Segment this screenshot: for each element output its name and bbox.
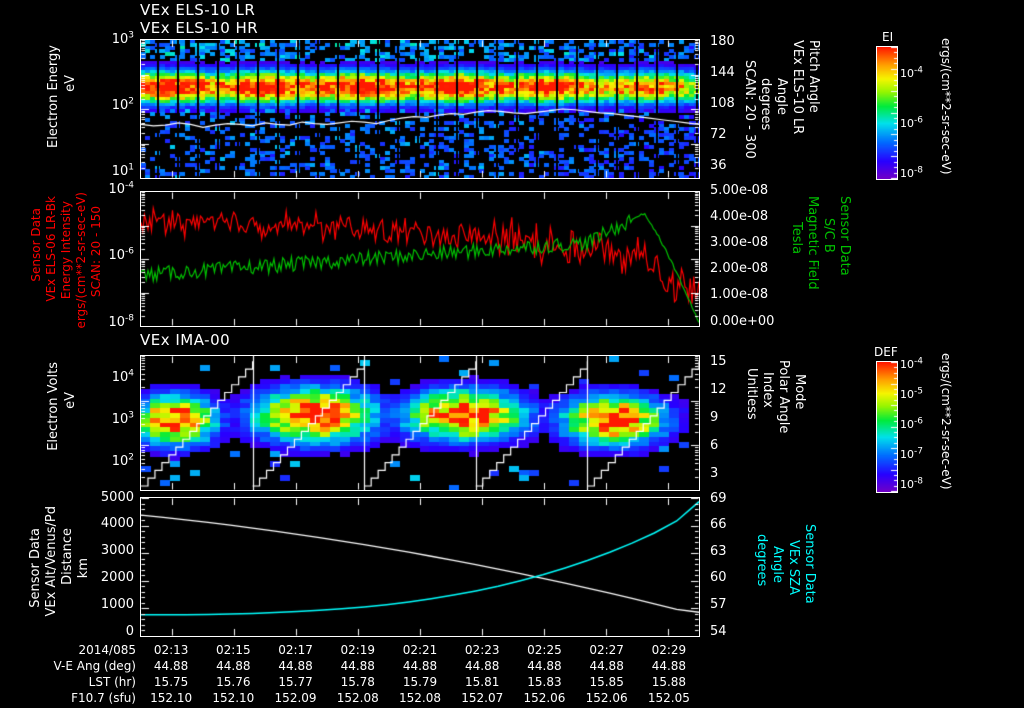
axis-tick-label: 10-8 — [108, 313, 134, 330]
colorbar2-title: DEF — [874, 345, 898, 359]
time-table-cell: 152.06 — [585, 691, 628, 705]
panel-altitude-sza[interactable] — [140, 497, 700, 637]
axis-tick-label: 103 — [111, 410, 134, 427]
time-table-cell: 152.05 — [647, 691, 690, 705]
time-table-cell: 02:19 — [340, 643, 376, 657]
panel1-title-hr: VEx ELS-10 HR — [140, 19, 259, 37]
time-table-cell: 15.76 — [216, 675, 251, 689]
time-table-cell: 152.10 — [212, 691, 255, 705]
panel-energy-magfield[interactable] — [140, 191, 700, 327]
time-table-row-label: F10.7 (sfu) — [71, 691, 136, 705]
time-table-cell: 02:27 — [589, 643, 624, 657]
axis-tick-label: 180 — [710, 33, 735, 49]
axis-tick-label: 72 — [710, 126, 727, 142]
time-table-cell: 02:25 — [527, 643, 562, 657]
axis-tick-label: 57 — [710, 596, 727, 612]
time-table-cell: 15.85 — [589, 675, 624, 689]
axis-tick-label: 36 — [710, 157, 727, 173]
time-table-cell: 152.08 — [336, 691, 379, 705]
time-table-cell: 44.88 — [589, 659, 624, 673]
axis-tick-label: 69 — [710, 490, 727, 506]
axis-tick-label: 10-6 — [108, 246, 134, 263]
time-table-cell: 44.88 — [340, 659, 375, 673]
axis-tick-label: 10-6 — [900, 415, 923, 431]
time-table-cell: 02:13 — [153, 643, 189, 657]
axis-tick-label: 1000 — [100, 596, 134, 612]
axis-tick-label: 101 — [111, 162, 134, 179]
axis-tick-label: 9 — [710, 409, 719, 425]
panel3-title: VEx IMA-00 — [140, 331, 231, 349]
axis-tick-label: 10-7 — [900, 445, 923, 461]
axis-tick-label: 10-8 — [900, 475, 923, 491]
time-table-cell: 44.88 — [651, 659, 687, 673]
time-table-cell: 15.88 — [651, 675, 687, 689]
panel-els-spectrogram[interactable] — [140, 39, 700, 179]
axis-tick-label: 6 — [710, 437, 719, 453]
time-table-cell: 15.77 — [278, 675, 313, 689]
axis-tick-label: 10-6 — [900, 114, 923, 130]
axis-tick-label: 3.00e-08 — [710, 234, 769, 250]
axis-tick-label: 2.00e-08 — [710, 261, 769, 277]
axis-tick-label: 103 — [111, 30, 134, 47]
axis-tick-label: 5.00e-08 — [710, 182, 769, 198]
axis-tick-label: 5000 — [100, 489, 134, 505]
axis-tick-label: 3000 — [100, 543, 134, 559]
colorbar2 — [876, 361, 898, 493]
axis-tick-label: 63 — [710, 543, 727, 559]
axis-tick-label: 12 — [710, 381, 727, 397]
axis-tick-label: 144 — [710, 64, 735, 80]
axis-tick-label: 3 — [710, 465, 719, 481]
time-table-cell: 44.88 — [465, 659, 500, 673]
time-table-row-label: LST (hr) — [88, 675, 136, 689]
time-table-cell: 02:15 — [216, 643, 251, 657]
time-table-cell: 152.06 — [523, 691, 566, 705]
time-table-cell: 152.07 — [461, 691, 504, 705]
axis-tick-label: 108 — [710, 95, 735, 111]
axis-tick-label: 4.00e-08 — [710, 208, 769, 224]
axis-tick-label: 102 — [111, 96, 134, 113]
time-table-cell: 152.09 — [274, 691, 317, 705]
axis-tick-label: 10-4 — [900, 64, 923, 80]
time-table-cell: 15.79 — [402, 675, 438, 689]
axis-tick-label: 60 — [710, 570, 727, 586]
time-table-cell: 44.88 — [402, 659, 438, 673]
axis-tick-label: 4000 — [100, 516, 134, 532]
time-table: 2014/085 V-E Ang (deg) LST (hr) F10.7 (sfu)… — [0, 640, 1024, 708]
axis-tick-label: 66 — [710, 517, 727, 533]
time-table-cell: 02:29 — [651, 643, 687, 657]
time-table-cell: 44.88 — [278, 659, 313, 673]
axis-tick-label: 0.00e+00 — [710, 313, 775, 329]
axis-tick-label: 54 — [710, 623, 727, 639]
time-table-row-label: 2014/085 — [78, 643, 137, 657]
axis-tick-label: 10-4 — [900, 355, 923, 371]
time-table-cell: 15.81 — [465, 675, 500, 689]
time-table-cell: 02:23 — [464, 643, 500, 657]
axis-tick-label: 2000 — [100, 569, 134, 585]
time-table-row-label: V-E Ang (deg) — [53, 659, 136, 673]
time-table-cell: 02:17 — [278, 643, 313, 657]
time-table-cell: 15.83 — [527, 675, 562, 689]
axis-tick-label: 104 — [111, 368, 134, 385]
time-table-cell: 15.78 — [340, 675, 375, 689]
axis-tick-label: 10-4 — [108, 180, 134, 197]
time-table-cell: 44.88 — [216, 659, 251, 673]
time-table-cell: 44.88 — [153, 659, 189, 673]
axis-tick-label: 15 — [710, 353, 727, 369]
axis-tick-label: 1.00e-08 — [710, 287, 769, 303]
time-table-cell: 152.08 — [399, 691, 441, 705]
axis-tick-label: 102 — [111, 452, 134, 469]
axis-tick-label: 10-5 — [900, 385, 923, 401]
time-table-cell: 02:21 — [402, 643, 438, 657]
panel-ima-spectrogram[interactable] — [140, 355, 700, 491]
time-table-cell: 15.75 — [153, 675, 189, 689]
axis-tick-label: 10-8 — [900, 164, 923, 180]
axis-tick-label: 0 — [125, 623, 134, 639]
panel1-title-lr: VEx ELS-10 LR — [140, 1, 256, 19]
colorbar1 — [876, 46, 898, 180]
colorbar1-title: EI — [882, 30, 894, 44]
time-table-cell: 152.10 — [150, 691, 193, 705]
time-table-cell: 44.88 — [527, 659, 562, 673]
